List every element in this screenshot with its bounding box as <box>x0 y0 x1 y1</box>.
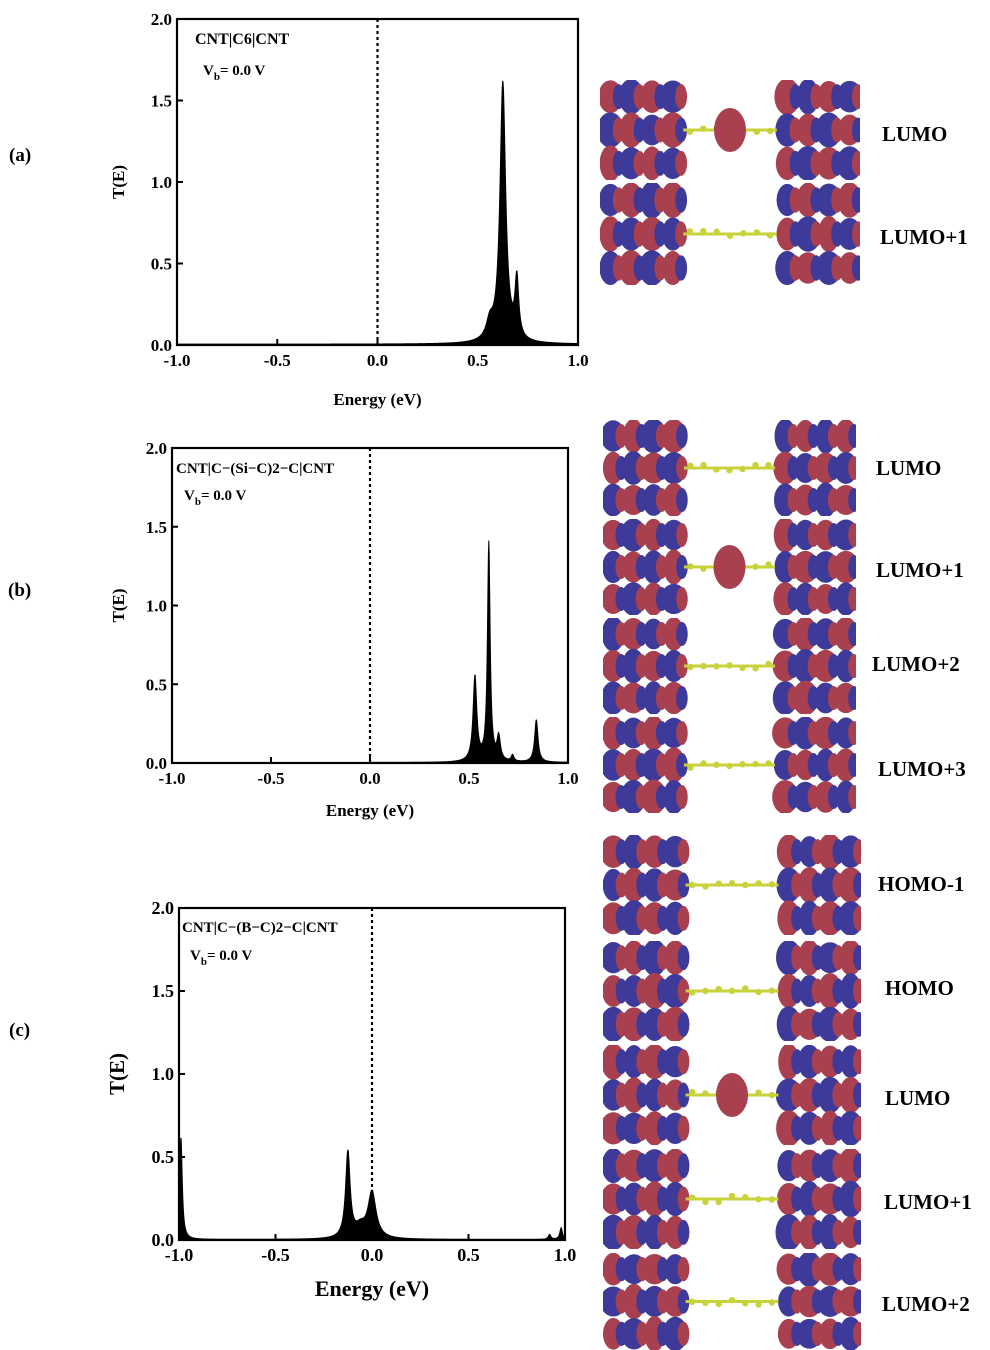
orbital-isosurface-homo-1 <box>603 835 861 935</box>
orbital-isosurface-lumo <box>603 420 856 516</box>
y-tick-label: 1.5 <box>146 518 167 537</box>
chart-panel-a: -1.0 -0.5 0.0 0.5 1.0 0.0 0.5 1.0 1.5 2.0 Energy (… <box>109 10 589 409</box>
x-tick-label: -0.5 <box>258 769 285 788</box>
y-tick-label: 1.5 <box>151 92 172 111</box>
x-tick-label: 1.0 <box>554 1245 577 1265</box>
x-tick-label: 0.5 <box>458 769 479 788</box>
y-tick-label: 0.0 <box>146 754 167 773</box>
y-tick-label: 1.5 <box>152 981 175 1001</box>
x-tick-label: 0.0 <box>367 351 388 370</box>
panel-label-b: (b) <box>8 580 32 601</box>
y-tick-label: 0.5 <box>151 255 172 274</box>
system-annotation: CNT|C6|CNT <box>195 31 289 48</box>
y-axis-label: T(E) <box>109 165 128 199</box>
orbital-label: LUMO <box>876 456 942 480</box>
y-tick-label: 2.0 <box>152 898 175 918</box>
bias-annotation: Vb= 0.0 V <box>190 948 252 968</box>
y-tick-label: 2.0 <box>146 439 167 458</box>
orbital-label: LUMO <box>882 122 948 146</box>
transmission-curve <box>171 540 569 764</box>
x-axis-label: Energy (eV) <box>315 1276 429 1301</box>
orbital-label: LUMO+2 <box>872 652 960 676</box>
y-tick-label: 0.0 <box>152 1230 175 1250</box>
y-tick-label: 1.0 <box>152 1064 175 1084</box>
orbital-isosurface-lumo-1 <box>603 1149 861 1249</box>
y-tick-label: 1.0 <box>151 173 172 192</box>
orbital-label: HOMO-1 <box>878 872 965 896</box>
x-tick-label: -0.5 <box>264 351 291 370</box>
x-tick-label: -1.0 <box>164 351 191 370</box>
x-tick-label: 0.0 <box>361 1245 384 1265</box>
x-tick-label: 0.0 <box>359 769 380 788</box>
orbital-isosurface-homo <box>603 941 861 1041</box>
chart-panel-b: -1.0 -0.5 0.0 0.5 1.0 0.0 0.5 1.0 1.5 2.0 Energy (… <box>109 439 579 820</box>
x-tick-label: 1.0 <box>557 769 578 788</box>
x-tick-label: 0.5 <box>467 351 488 370</box>
x-tick-label: -0.5 <box>261 1245 290 1265</box>
x-tick-label: 0.5 <box>457 1245 480 1265</box>
x-tick-label: -1.0 <box>165 1245 194 1265</box>
orbital-isosurface-lumo <box>600 80 860 180</box>
orbital-isosurface-lumo <box>603 1045 861 1145</box>
y-axis-label: T(E) <box>105 1053 129 1095</box>
orbital-label: LUMO+1 <box>876 558 964 582</box>
system-annotation: CNT|C−(Si−C)2−C|CNT <box>176 461 334 477</box>
y-tick-label: 2.0 <box>151 10 172 29</box>
orbital-label: LUMO+3 <box>878 757 966 781</box>
orbital-isosurface-lumo-2 <box>603 618 856 714</box>
x-tick-label: 1.0 <box>567 351 588 370</box>
y-tick-label: 0.5 <box>152 1147 175 1167</box>
transmission-curve <box>178 1137 566 1241</box>
y-axis-label: T(E) <box>109 589 128 623</box>
orbital-label: LUMO+1 <box>880 225 968 249</box>
y-tick-label: 1.0 <box>146 597 167 616</box>
x-tick-label: -1.0 <box>159 769 186 788</box>
orbital-isosurface-lumo-1 <box>603 519 856 615</box>
orbital-label: LUMO+1 <box>884 1190 972 1214</box>
orbital-isosurface-lumo-3 <box>603 717 856 813</box>
orbital-isosurface-lumo-2 <box>603 1253 861 1350</box>
panel-label-a: (a) <box>9 145 32 166</box>
system-annotation: CNT|C−(B−C)2−C|CNT <box>182 920 338 936</box>
panel-label-c: (c) <box>9 1020 31 1041</box>
orbital-label: LUMO <box>885 1086 951 1110</box>
bias-annotation: Vb= 0.0 V <box>184 488 246 508</box>
orbital-label: HOMO <box>885 976 954 1000</box>
y-tick-label: 0.5 <box>146 675 167 694</box>
y-tick-label: 0.0 <box>151 336 172 355</box>
chart-panel-c: -1.0 -0.5 0.0 0.5 1.0 0.0 0.5 1.0 1.5 2.0 Energy (… <box>105 898 576 1301</box>
orbital-label: LUMO+2 <box>882 1292 970 1316</box>
x-axis-label: Energy (eV) <box>333 390 421 409</box>
orbital-isosurface-lumo-1 <box>600 183 860 285</box>
x-axis-label: Energy (eV) <box>326 801 414 820</box>
bias-annotation: Vb= 0.0 V <box>203 63 265 83</box>
